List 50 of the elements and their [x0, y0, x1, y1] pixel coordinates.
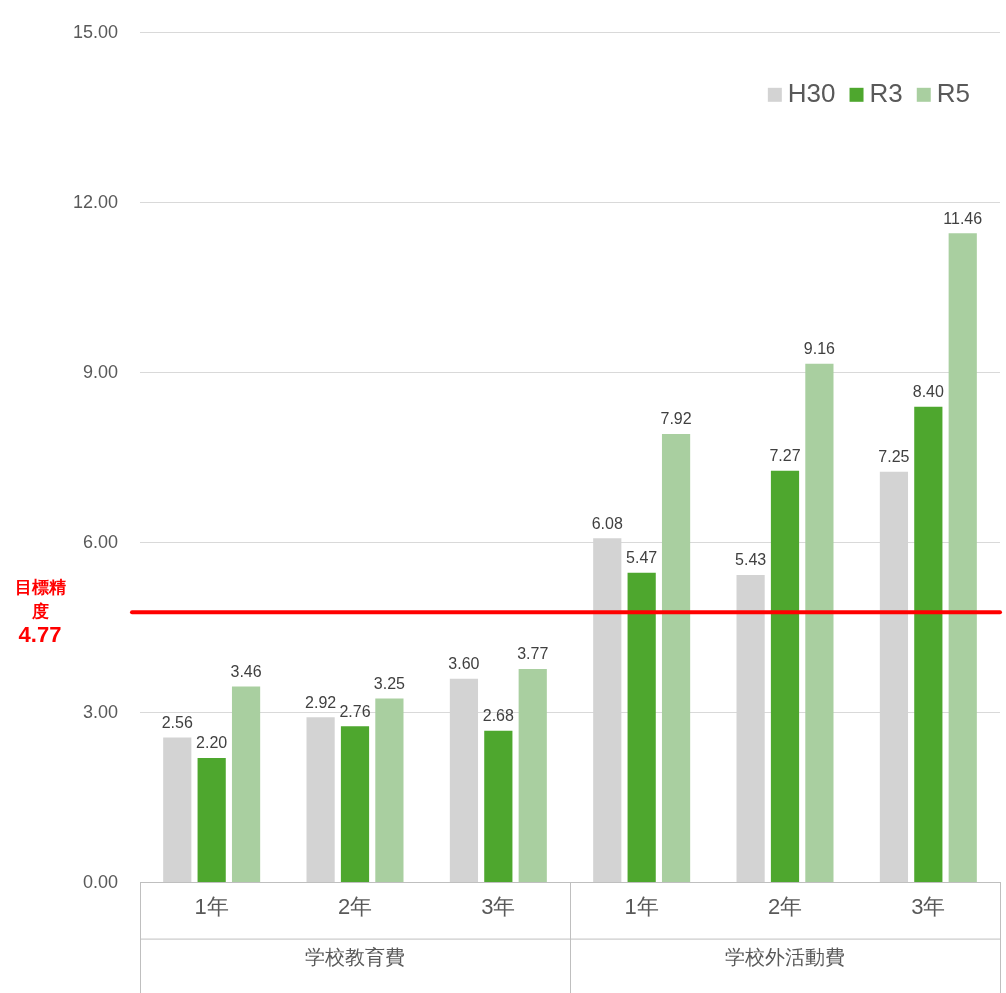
- x-tick-label: 3年: [911, 893, 946, 919]
- data-label: 5.43: [735, 551, 767, 569]
- data-label: 3.25: [373, 674, 406, 692]
- bar: [375, 698, 404, 883]
- bar: [340, 726, 370, 883]
- x-tick-label: 2年: [337, 893, 373, 919]
- legend-label: H30: [787, 77, 836, 108]
- text: 学校外活動費: [725, 946, 845, 969]
- data-label: 7.25: [878, 448, 910, 466]
- data-label: 7.27: [769, 447, 801, 465]
- legend-label: R3: [869, 77, 903, 108]
- data-label: 5.47: [626, 549, 658, 567]
- bar: [805, 363, 834, 883]
- y-tick-label: 9.00: [82, 361, 118, 382]
- bar: [518, 669, 547, 883]
- text: 学校教育費: [305, 946, 405, 969]
- y-tick-label: 15.00: [72, 21, 118, 42]
- ref-line-label: 目標精度 4.77: [14, 578, 66, 648]
- bar: [948, 233, 977, 883]
- legend-label: R5: [936, 77, 971, 108]
- bar: [197, 757, 226, 883]
- data-label: 8.40: [912, 383, 945, 401]
- y-tick-label: 0.00: [82, 871, 118, 892]
- bar: [914, 406, 943, 883]
- bar: [231, 686, 261, 883]
- data-label: 3.60: [448, 655, 480, 673]
- bar: [306, 717, 335, 883]
- data-label: 2.92: [305, 693, 337, 711]
- data-label: 3.77: [517, 645, 549, 663]
- bar: [661, 433, 691, 883]
- data-label: 3.46: [230, 662, 262, 680]
- bar: [163, 737, 192, 883]
- x-tick-label: 1年: [194, 893, 229, 919]
- data-label: 11.46: [943, 209, 983, 227]
- y-tick-label: 12.00: [72, 191, 118, 212]
- data-label: 9.16: [803, 340, 836, 358]
- x-tick-label: 1年: [624, 893, 659, 919]
- data-label: 2.76: [339, 702, 371, 720]
- data-label: 7.92: [660, 410, 692, 428]
- data-label: 6.08: [591, 514, 623, 532]
- data-label: 2.56: [161, 713, 193, 731]
- y-tick-label: 6.00: [82, 531, 118, 552]
- x-tick-label: 3年: [481, 893, 516, 919]
- data-label: 2.68: [482, 707, 515, 725]
- data-label: 2.20: [196, 734, 228, 752]
- y-tick-label: 3.00: [82, 701, 118, 722]
- bar: [770, 470, 800, 883]
- bar: [627, 572, 656, 883]
- x-tick-label: 2年: [767, 893, 803, 919]
- bar: [484, 730, 513, 883]
